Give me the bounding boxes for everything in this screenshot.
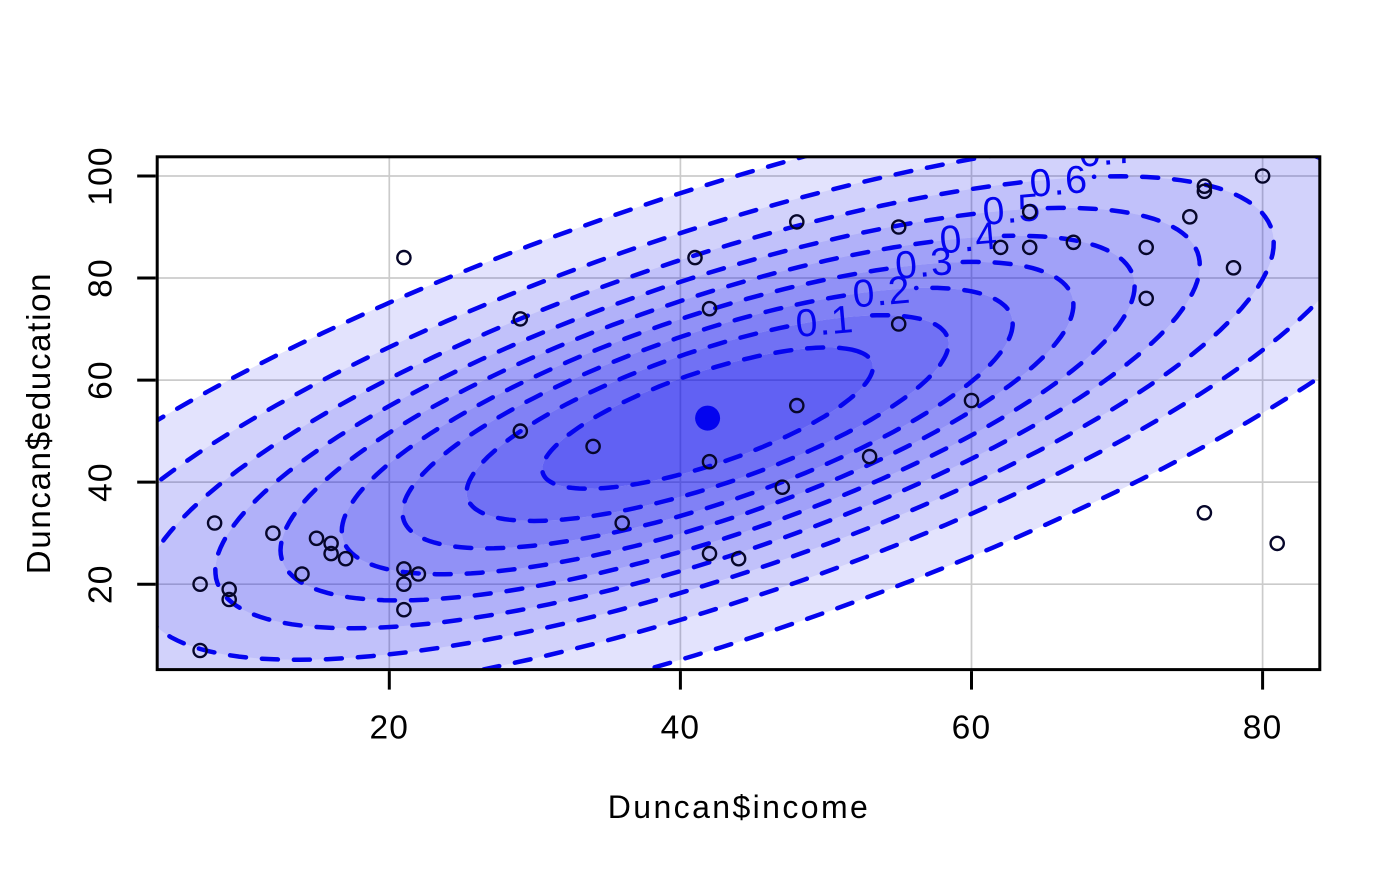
- svg-text:Duncan$income: Duncan$income: [608, 789, 870, 825]
- svg-text:0.1: 0.1: [794, 298, 856, 346]
- svg-text:0.5: 0.5: [981, 186, 1043, 234]
- svg-text:Duncan$education: Duncan$education: [20, 272, 57, 574]
- svg-text:0.2: 0.2: [851, 269, 913, 317]
- svg-text:80: 80: [82, 258, 119, 298]
- svg-text:80: 80: [1243, 710, 1283, 747]
- svg-text:60: 60: [952, 710, 992, 747]
- svg-text:0.3: 0.3: [893, 240, 955, 288]
- svg-text:0.4: 0.4: [938, 215, 1000, 263]
- svg-text:40: 40: [661, 710, 701, 747]
- svg-text:60: 60: [82, 360, 119, 400]
- svg-text:20: 20: [82, 564, 119, 604]
- svg-text:0.7: 0.7: [1077, 128, 1139, 176]
- svg-text:0.6: 0.6: [1028, 158, 1090, 206]
- svg-text:20: 20: [369, 710, 409, 747]
- svg-text:100: 100: [82, 146, 119, 206]
- svg-text:40: 40: [82, 462, 119, 502]
